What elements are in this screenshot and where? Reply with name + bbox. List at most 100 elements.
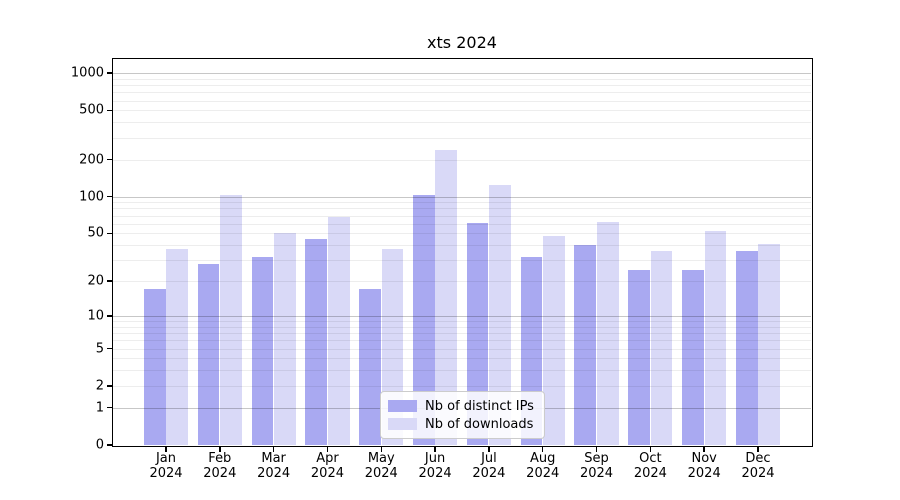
y-tick-label-5: 5 <box>95 341 104 357</box>
y-tick-label-100: 100 <box>79 189 104 205</box>
bar-distinct-ips-apr <box>305 238 328 445</box>
y-tick-label-50: 50 <box>87 225 104 241</box>
x-tick-mark-dec <box>757 446 759 452</box>
x-tick-label-nov: Nov 2024 <box>672 451 736 481</box>
x-tick-label-oct: Oct 2024 <box>618 451 682 481</box>
y-tick-mark-200 <box>106 158 112 161</box>
grid-line-minor-5 <box>113 348 811 350</box>
y-tick-label-0: 0 <box>95 437 104 453</box>
y-tick-mark-0 <box>106 444 112 446</box>
legend-item-distinct-ips: Nb of distinct IPs <box>388 397 536 415</box>
grid-line-minor-700 <box>113 92 811 94</box>
bar-distinct-ips-jun <box>412 195 435 445</box>
legend-label-downloads: Nb of downloads <box>425 416 534 432</box>
y-tick-mark-2 <box>106 385 112 387</box>
bar-downloads-oct <box>650 250 673 445</box>
grid-line-minor-40 <box>113 245 811 247</box>
x-tick-year-apr: 2024 <box>310 465 344 481</box>
legend-item-downloads: Nb of downloads <box>388 415 536 433</box>
y-tick-mark-50 <box>106 232 112 235</box>
x-tick-label-aug: Aug 2024 <box>511 451 575 481</box>
grid-line-minor-300 <box>113 137 811 139</box>
x-tick-mark-jun <box>434 446 436 452</box>
x-tick-year-oct: 2024 <box>633 465 667 481</box>
x-tick-label-feb: Feb 2024 <box>188 451 252 481</box>
grid-line-minor-70 <box>113 215 811 217</box>
bar-downloads-apr <box>327 217 350 445</box>
grid-line-major-100 <box>113 196 811 198</box>
y-tick-label-10: 10 <box>87 308 104 324</box>
grid-line-minor-8 <box>113 326 811 328</box>
grid-line-minor-200 <box>113 159 811 161</box>
y-tick-mark-100 <box>106 195 112 198</box>
bar-distinct-ips-jul <box>466 222 489 445</box>
grid-line-minor-20 <box>113 281 811 283</box>
plot-area <box>113 59 811 445</box>
y-tick-label-1: 1 <box>95 400 104 416</box>
chart-title: xts 2024 <box>427 33 497 52</box>
bar-downloads-aug <box>543 235 565 445</box>
x-tick-year-mar: 2024 <box>257 465 291 481</box>
legend-swatch-downloads <box>388 418 417 430</box>
x-tick-mark-mar <box>272 446 275 452</box>
x-tick-mark-apr <box>326 446 329 452</box>
grid-line-minor-600 <box>113 100 811 102</box>
grid-line-minor-9 <box>113 321 811 323</box>
grid-line-minor-4 <box>113 358 811 360</box>
bar-downloads-jan <box>166 249 189 445</box>
x-tick-label-may: May 2024 <box>349 451 413 481</box>
bar-distinct-ips-jan <box>143 289 166 445</box>
x-tick-year-feb: 2024 <box>203 465 237 481</box>
y-tick-mark-20 <box>106 280 112 282</box>
grid-line-minor-30 <box>113 260 811 262</box>
grid-line-minor-50 <box>113 233 811 235</box>
y-tick-mark-1000 <box>106 72 112 74</box>
x-tick-year-nov: 2024 <box>687 465 721 481</box>
grid-line-minor-6 <box>113 340 811 342</box>
y-tick-mark-5 <box>106 347 112 350</box>
bar-distinct-ips-oct <box>628 269 650 445</box>
x-tick-mark-oct <box>649 446 652 452</box>
x-tick-mark-sep <box>595 446 598 452</box>
x-tick-mark-jul <box>488 446 490 452</box>
y-tick-mark-500 <box>106 109 112 112</box>
bar-downloads-jun <box>435 149 458 445</box>
bar-distinct-ips-nov <box>682 269 704 445</box>
x-tick-year-sep: 2024 <box>579 465 614 481</box>
x-tick-label-jan: Jan 2024 <box>134 451 198 481</box>
bar-distinct-ips-may <box>359 289 381 445</box>
grid-line-minor-800 <box>113 85 811 87</box>
x-tick-year-dec: 2024 <box>741 465 775 481</box>
x-tick-year-jan: 2024 <box>149 465 183 481</box>
bar-downloads-dec <box>758 243 781 445</box>
y-tick-label-200: 200 <box>79 152 104 168</box>
bar-downloads-feb <box>220 195 242 445</box>
x-tick-label-jun: Jun 2024 <box>403 451 467 481</box>
grid-line-major-1000 <box>113 73 811 75</box>
x-tick-label-mar: Mar 2024 <box>242 451 306 481</box>
y-tick-label-2: 2 <box>95 378 104 394</box>
x-tick-mark-jan <box>165 446 167 452</box>
grid-line-minor-90 <box>113 202 811 204</box>
legend-swatch-distinct-ips <box>388 400 417 412</box>
x-tick-label-apr: Apr 2024 <box>295 451 359 481</box>
grid-line-minor-80 <box>113 208 811 210</box>
x-tick-label-dec: Dec 2024 <box>726 451 790 481</box>
x-tick-mark-feb <box>219 446 221 452</box>
grid-line-minor-900 <box>113 78 811 80</box>
grid-line-minor-500 <box>113 110 811 112</box>
y-tick-mark-10 <box>106 315 112 317</box>
bar-distinct-ips-mar <box>251 256 274 445</box>
bar-downloads-sep <box>596 221 619 445</box>
bar-distinct-ips-feb <box>197 263 220 445</box>
y-tick-label-500: 500 <box>79 102 104 118</box>
x-tick-year-jun: 2024 <box>418 465 452 481</box>
legend: Nb of distinct IPs Nb of downloads <box>380 391 545 439</box>
grid-line-minor-2 <box>113 385 811 387</box>
grid-line-minor-60 <box>113 223 811 225</box>
y-tick-label-1000: 1000 <box>70 65 104 81</box>
x-tick-mark-nov <box>703 446 705 452</box>
x-tick-year-may: 2024 <box>364 465 398 481</box>
x-tick-year-jul: 2024 <box>472 465 506 481</box>
